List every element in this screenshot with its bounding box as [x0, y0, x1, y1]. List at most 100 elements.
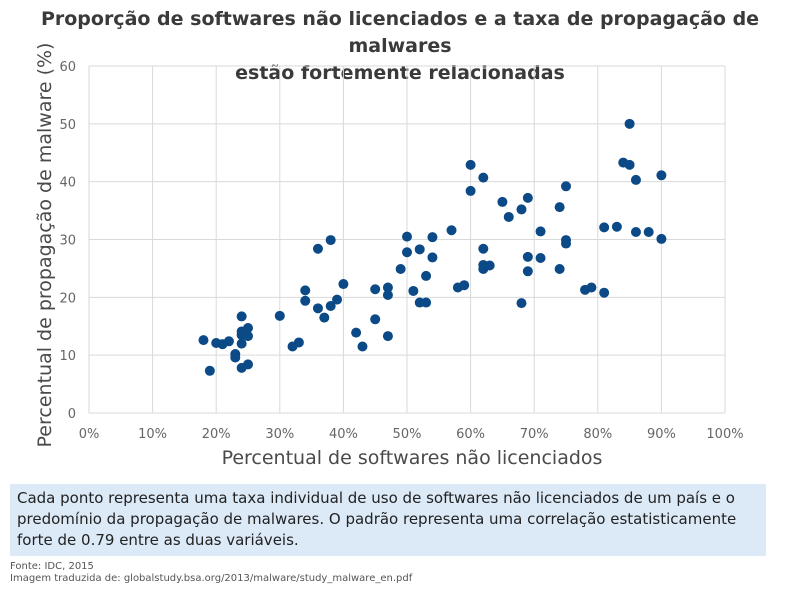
y-axis-label: Percentual de propagação de malware (%): [34, 43, 56, 448]
data-point: [243, 359, 253, 370]
data-point: [427, 232, 438, 243]
data-point: [630, 174, 641, 185]
translation-note: Imagem traduzida de: globalstudy.bsa.org…: [10, 573, 413, 584]
data-point: [300, 285, 311, 296]
y-tick-label: 20: [59, 291, 76, 306]
data-point: [554, 202, 565, 213]
data-point: [408, 285, 419, 296]
x-axis-label: Percentual de softwares não licenciados: [222, 447, 603, 469]
data-point: [624, 159, 635, 170]
data-point: [382, 331, 393, 342]
data-point: [230, 349, 241, 360]
data-point: [300, 295, 311, 306]
x-tick-label: 40%: [329, 427, 358, 442]
y-tick-label: 10: [59, 349, 76, 364]
x-tick-label: 70%: [520, 427, 549, 442]
data-point: [414, 244, 425, 255]
x-tick-label: 80%: [583, 427, 612, 442]
data-point: [643, 226, 654, 237]
x-tick-label: 100%: [706, 427, 743, 442]
data-point: [382, 290, 393, 301]
data-point: [516, 204, 527, 215]
data-point: [478, 172, 489, 183]
data-points: [198, 118, 667, 376]
data-point: [421, 297, 432, 308]
x-tick-label: 50%: [393, 427, 422, 442]
data-point: [332, 294, 343, 305]
data-point: [484, 260, 495, 271]
y-tick-label: 30: [59, 234, 76, 249]
data-point: [497, 196, 508, 207]
x-tick-label: 30%: [265, 427, 294, 442]
data-point: [319, 312, 330, 323]
data-point: [427, 252, 438, 263]
data-point: [656, 170, 667, 181]
x-tick-label: 20%: [202, 427, 231, 442]
data-point: [243, 322, 253, 333]
data-point: [522, 266, 533, 277]
data-point: [395, 263, 406, 274]
data-point: [351, 327, 362, 338]
data-point: [293, 337, 304, 348]
data-point: [325, 301, 336, 312]
data-point: [198, 335, 209, 346]
data-point: [465, 185, 476, 196]
data-point: [236, 311, 247, 322]
chart-title: Proporção de softwares não licenciados e…: [0, 6, 800, 87]
data-point: [243, 331, 253, 342]
data-point: [586, 282, 597, 293]
data-point: [535, 253, 546, 264]
y-tick-labels: 0 10 20 30 40 50 60: [59, 60, 76, 422]
x-tick-label: 10%: [138, 427, 167, 442]
scatter-chart: 0% 10% 20% 30% 40% 50% 60% 70% 80% 90% 100% 0 10 20 3…: [34, 43, 744, 469]
y-tick-label: 0: [68, 407, 76, 422]
y-tick-label: 50: [59, 118, 76, 133]
data-point: [503, 211, 514, 222]
data-point: [236, 338, 247, 349]
data-point: [357, 341, 368, 352]
data-point: [465, 159, 476, 170]
data-point: [204, 365, 215, 376]
data-point: [446, 225, 457, 236]
caption-line-3: forte de 0.79 entre as duas variáveis.: [17, 531, 299, 549]
x-tick-label: 0%: [79, 427, 100, 442]
y-tick-label: 40: [59, 176, 76, 191]
data-point: [402, 247, 412, 258]
data-point: [561, 235, 571, 246]
data-point: [478, 243, 489, 254]
x-tick-labels: 0% 10% 20% 30% 40% 50% 60% 70% 80% 90% 100%: [79, 427, 744, 442]
data-point: [630, 226, 641, 237]
data-point: [599, 222, 610, 233]
data-point: [522, 192, 533, 203]
data-point: [370, 314, 381, 325]
data-point: [382, 282, 393, 293]
data-point: [522, 251, 533, 262]
data-point: [554, 263, 565, 274]
data-point: [599, 287, 610, 298]
data-point: [421, 270, 432, 281]
data-point: [561, 181, 571, 192]
footer: Fonte: IDC, 2015 Imagem traduzida de: gl…: [10, 561, 412, 585]
x-tick-label: 60%: [456, 427, 485, 442]
data-point: [223, 336, 234, 347]
data-point: [624, 118, 635, 129]
data-point: [516, 298, 527, 309]
grid: [88, 65, 726, 414]
data-point: [611, 221, 622, 232]
data-point: [338, 279, 349, 290]
data-point: [402, 231, 412, 242]
x-tick-label: 90%: [647, 427, 676, 442]
data-point: [370, 284, 381, 295]
chart-title-line-2: estão fortemente relacionadas: [235, 62, 565, 84]
caption-line-1: Cada ponto representa uma taxa individua…: [17, 489, 735, 507]
data-point: [325, 235, 336, 246]
chart-title-line-1: Proporção de softwares não licenciados e…: [40, 8, 760, 57]
data-point: [656, 233, 667, 244]
data-point: [535, 226, 546, 237]
caption-box: Cada ponto representa uma taxa individua…: [10, 484, 766, 556]
data-point: [312, 243, 323, 254]
data-point: [459, 280, 470, 291]
caption-line-2: predomínio da propagação de malwares. O …: [17, 510, 737, 528]
y-tick-label: 60: [59, 60, 76, 75]
data-point: [274, 310, 285, 321]
